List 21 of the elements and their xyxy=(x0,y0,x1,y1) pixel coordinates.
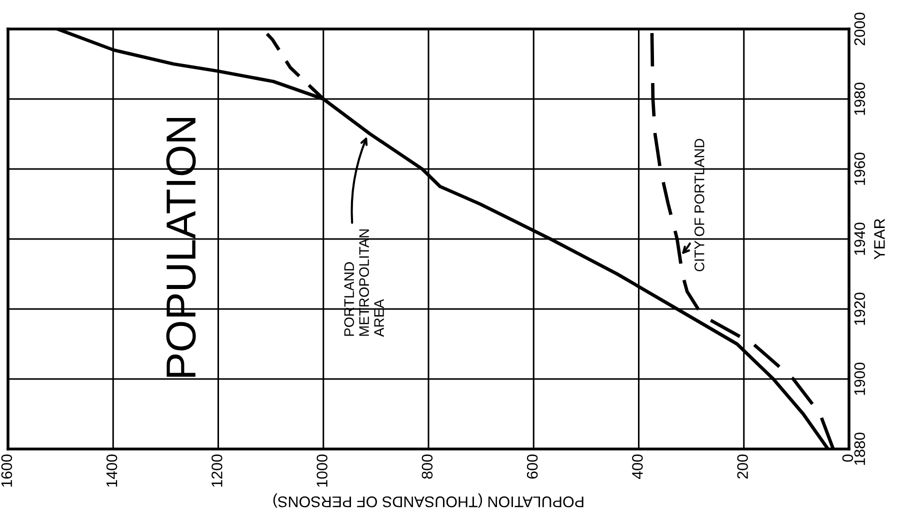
y-tick-label: 1940 xyxy=(854,222,866,255)
annotation: CITY OF PORTLAND xyxy=(694,138,704,272)
y-tick-label: 1980 xyxy=(854,82,866,115)
x-tick-label: 1600 xyxy=(1,454,12,487)
x-tick-label: 200 xyxy=(737,454,748,479)
y-tick-label: 1920 xyxy=(854,292,866,325)
x-tick-label: 1400 xyxy=(106,454,118,487)
x-tick-label: 0 xyxy=(842,454,854,462)
text: POPULATION xyxy=(166,118,196,377)
y-tick-label: 1960 xyxy=(854,152,866,185)
x-tick-label: 1200 xyxy=(212,454,222,487)
y-tick-label: 1900 xyxy=(854,362,866,395)
y-tick-label: 2000 xyxy=(854,12,866,46)
y-tick-label: 1880 xyxy=(854,432,866,465)
x-tick-label: 600 xyxy=(526,454,538,479)
x-axis-title: POPULATION (THOUSANDS OF PERSONS) xyxy=(273,493,584,508)
x-tick-label: 1000 xyxy=(316,454,328,487)
x-tick-label: 800 xyxy=(422,454,433,479)
annotation: PORTLAND METROPOLITAN AREA xyxy=(344,229,384,337)
x-tick-label: 400 xyxy=(632,454,643,479)
y-axis-title: YEAR xyxy=(874,218,885,260)
